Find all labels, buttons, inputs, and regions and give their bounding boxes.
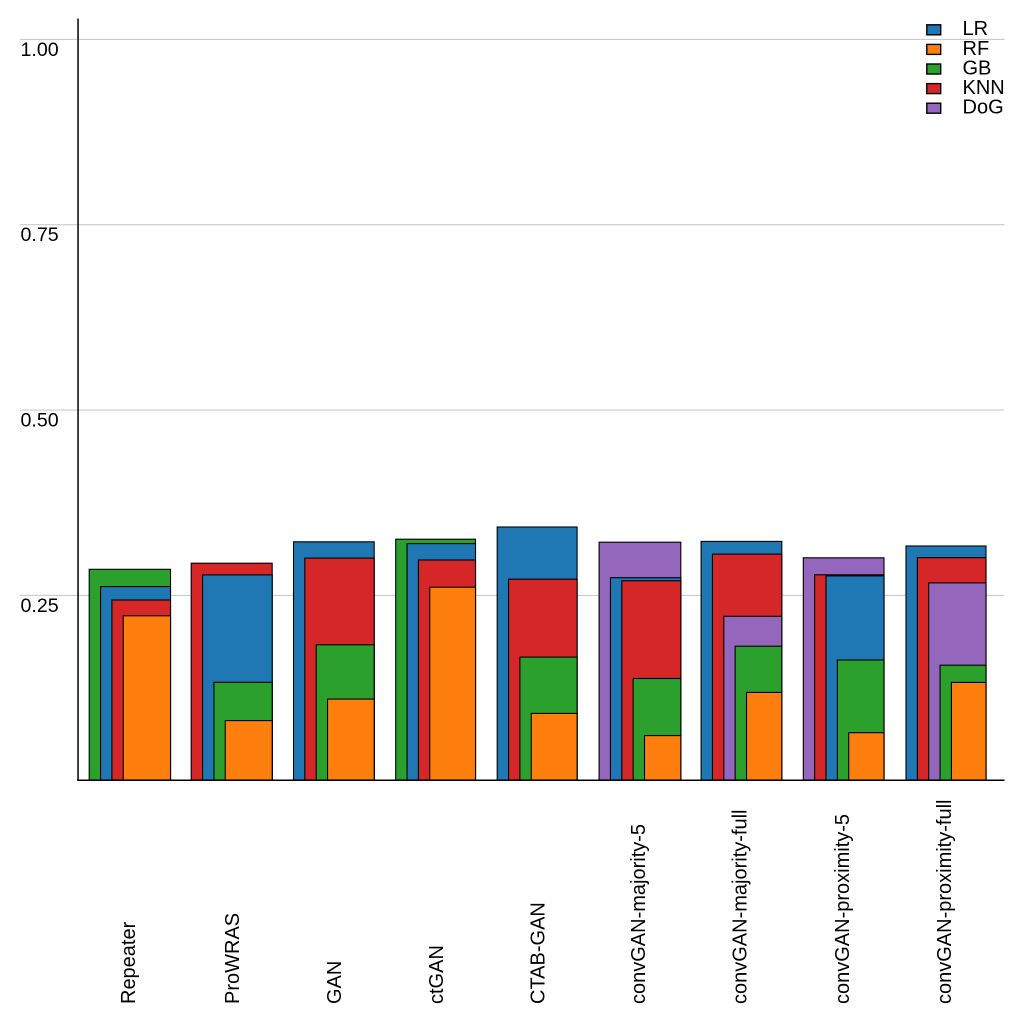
svg-text:GB: GB: [963, 57, 992, 79]
svg-text:convGAN-majority-5: convGAN-majority-5: [628, 824, 650, 1004]
svg-text:DoG: DoG: [963, 97, 1004, 119]
svg-text:1.00: 1.00: [21, 39, 59, 61]
svg-text:0.50: 0.50: [21, 410, 59, 432]
svg-text:CTAB-GAN: CTAB-GAN: [527, 902, 549, 1004]
svg-text:Repeater: Repeater: [118, 921, 140, 1004]
svg-text:0.25: 0.25: [21, 595, 59, 617]
svg-text:KNN: KNN: [963, 77, 1005, 99]
svg-text:convGAN-proximity-5: convGAN-proximity-5: [832, 814, 854, 1004]
svg-text:RF: RF: [963, 38, 990, 60]
svg-text:convGAN-majority-full: convGAN-majority-full: [730, 810, 752, 1004]
svg-text:LR: LR: [963, 18, 989, 40]
svg-text:ctGAN: ctGAN: [426, 945, 448, 1004]
svg-text:convGAN-proximity-full: convGAN-proximity-full: [934, 800, 956, 1004]
svg-text:0.75: 0.75: [21, 224, 59, 246]
svg-text:GAN: GAN: [324, 961, 346, 1004]
svg-text:ProWRAS: ProWRAS: [222, 913, 244, 1004]
